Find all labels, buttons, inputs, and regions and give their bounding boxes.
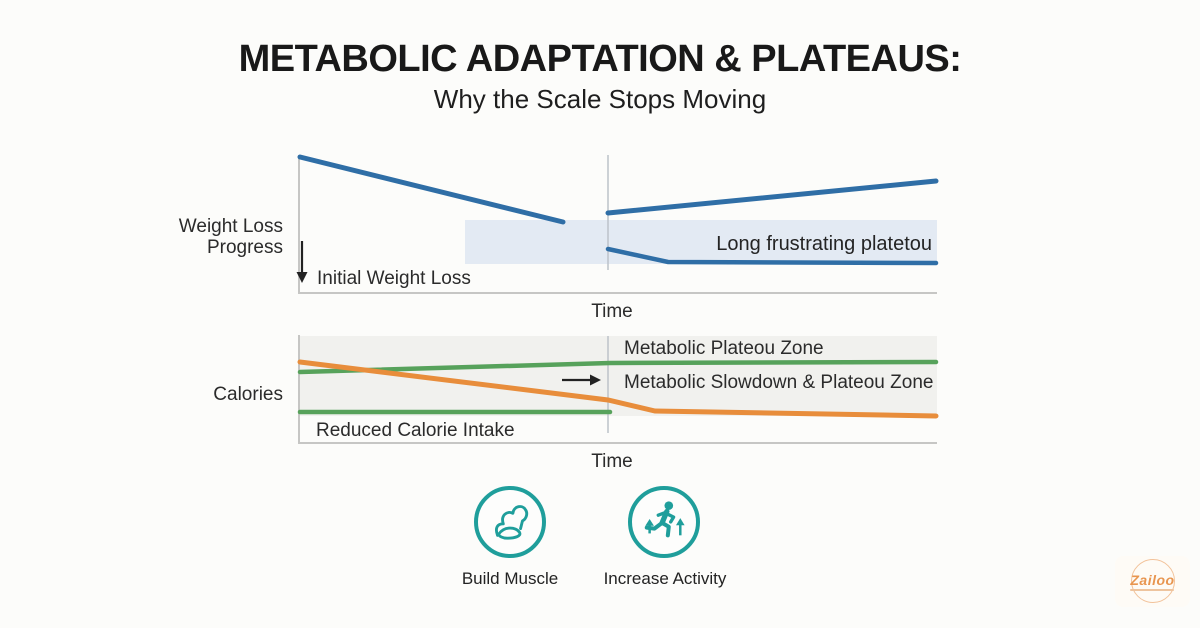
initial-weight-loss-label: Initial Weight Loss (317, 268, 471, 289)
increase-activity-badge (628, 486, 700, 558)
metabolic-slowdown-zone-label: Metabolic Slowdown & Plateou Zone (624, 372, 934, 393)
page-subtitle: Why the Scale Stops Moving (433, 84, 767, 114)
increase-activity-label: Increase Activity (603, 569, 727, 588)
build-muscle-label: Build Muscle (461, 569, 559, 588)
logo-ring-icon (1131, 559, 1175, 603)
calorie-chart-x-label: Time (591, 451, 633, 472)
down-arrow-icon (296, 241, 308, 283)
long-plateau-label: Long frustrating platetou (716, 233, 932, 255)
page-title: METABOLIC ADAPTATION & PLATEAUS: (238, 38, 962, 80)
weight-plateau-line (605, 246, 939, 266)
weight-plateau-band (465, 220, 937, 264)
weight-initial-decline-line (297, 154, 566, 225)
calorie-orange-line (297, 359, 939, 419)
right-arrow-icon (562, 374, 601, 386)
weight-chart-y-label: Weight Loss Progress (178, 216, 283, 258)
up-arrow-large (675, 517, 685, 535)
calorie-upper-green-line (297, 359, 939, 375)
metabolic-plateau-zone-label: Metabolic Plateou Zone (624, 338, 824, 359)
brand-logo: Zailoo (1115, 556, 1190, 607)
up-arrow-small (645, 518, 654, 533)
logo-text: Zailoo (1130, 571, 1175, 588)
reduced-calorie-intake-label: Reduced Calorie Intake (316, 420, 515, 441)
weight-renewed-progress-line (605, 178, 939, 216)
bicep-icon (487, 497, 533, 548)
calorie-chart-y-label: Calories (213, 384, 283, 405)
runner-icon (641, 497, 687, 548)
build-muscle-badge (474, 486, 546, 558)
logo-tagline-mark (1130, 588, 1175, 591)
weight-chart-x-label: Time (591, 301, 633, 322)
